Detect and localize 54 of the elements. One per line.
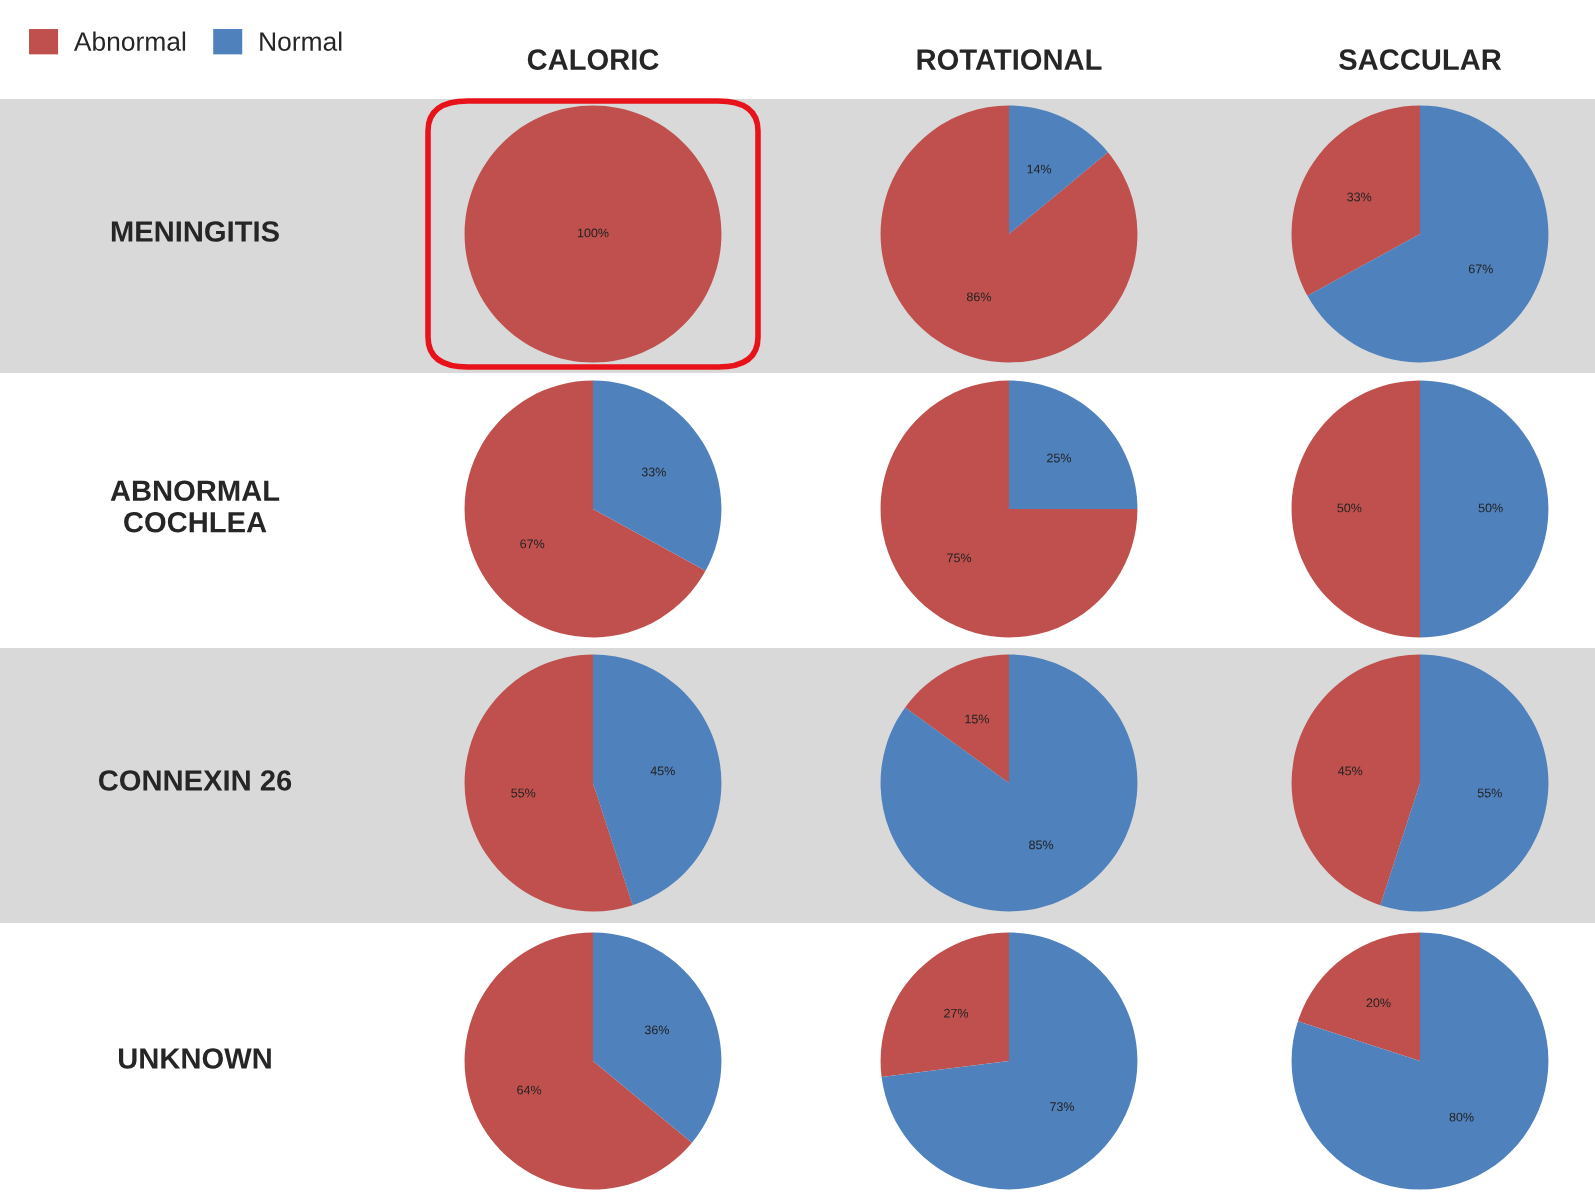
data-label: 45% bbox=[1338, 766, 1363, 776]
data-label: 75% bbox=[947, 553, 972, 563]
chart-title: ROTATIONAL bbox=[917, 49, 1102, 70]
pie-slice bbox=[464, 380, 706, 638]
chart-title: SACCULAR bbox=[1339, 49, 1502, 70]
data-label: 50% bbox=[1337, 503, 1362, 513]
pie-slice bbox=[464, 932, 692, 1190]
pie-slice bbox=[593, 654, 722, 906]
pie-slice bbox=[593, 380, 722, 571]
pie-slice bbox=[881, 932, 1138, 1190]
data-label: 67% bbox=[520, 539, 545, 549]
pie-slice bbox=[1291, 380, 1420, 638]
pie-slice bbox=[593, 932, 722, 1143]
pie-slice bbox=[1297, 932, 1420, 1061]
data-label: 86% bbox=[966, 292, 991, 302]
legend-label: Normal bbox=[260, 31, 342, 51]
data-label: 33% bbox=[1347, 192, 1372, 202]
data-label: 50% bbox=[1478, 503, 1503, 513]
data-label: 14% bbox=[1027, 164, 1052, 174]
data-label: 45% bbox=[650, 766, 675, 776]
text: CONNEXIN 26 bbox=[98, 770, 292, 791]
data-label: 67% bbox=[1468, 264, 1493, 274]
text: MENINGITIS bbox=[111, 221, 279, 242]
text: ABNORMAL COCHLEA bbox=[110, 480, 280, 533]
data-label: 36% bbox=[644, 1025, 669, 1035]
data-label: 85% bbox=[1029, 840, 1054, 850]
data-label: 55% bbox=[1477, 788, 1502, 798]
pie-slice bbox=[905, 654, 1009, 783]
pie-slice bbox=[1307, 105, 1549, 363]
pie-slice bbox=[880, 654, 1138, 912]
data-label: 20% bbox=[1366, 998, 1391, 1008]
pie-slice bbox=[880, 932, 1009, 1078]
data-label: 25% bbox=[1047, 453, 1072, 463]
data-label: 33% bbox=[641, 467, 666, 477]
pie-slice bbox=[464, 654, 633, 912]
text: UNKNOWN bbox=[118, 1048, 271, 1069]
data-label: 55% bbox=[511, 788, 536, 798]
data-label: 15% bbox=[965, 714, 989, 724]
pie-slice bbox=[880, 105, 1138, 363]
pie-slice bbox=[1420, 380, 1549, 638]
pie-slice bbox=[880, 380, 1138, 638]
pie-slice bbox=[1009, 380, 1138, 509]
data-label: 73% bbox=[1050, 1102, 1075, 1112]
data-label: 27% bbox=[944, 1008, 969, 1018]
pie-slice bbox=[1291, 105, 1420, 296]
legend-label: Abnormal bbox=[73, 31, 186, 51]
pie-slice bbox=[1380, 654, 1549, 912]
data-label: 80% bbox=[1449, 1112, 1474, 1122]
pie-slice bbox=[1291, 932, 1549, 1190]
pie-slice bbox=[1291, 654, 1420, 906]
data-label: 64% bbox=[517, 1085, 542, 1095]
data-label: 100% bbox=[577, 228, 609, 238]
pie-slice bbox=[1009, 105, 1108, 234]
text: CALORIC bbox=[527, 49, 659, 70]
